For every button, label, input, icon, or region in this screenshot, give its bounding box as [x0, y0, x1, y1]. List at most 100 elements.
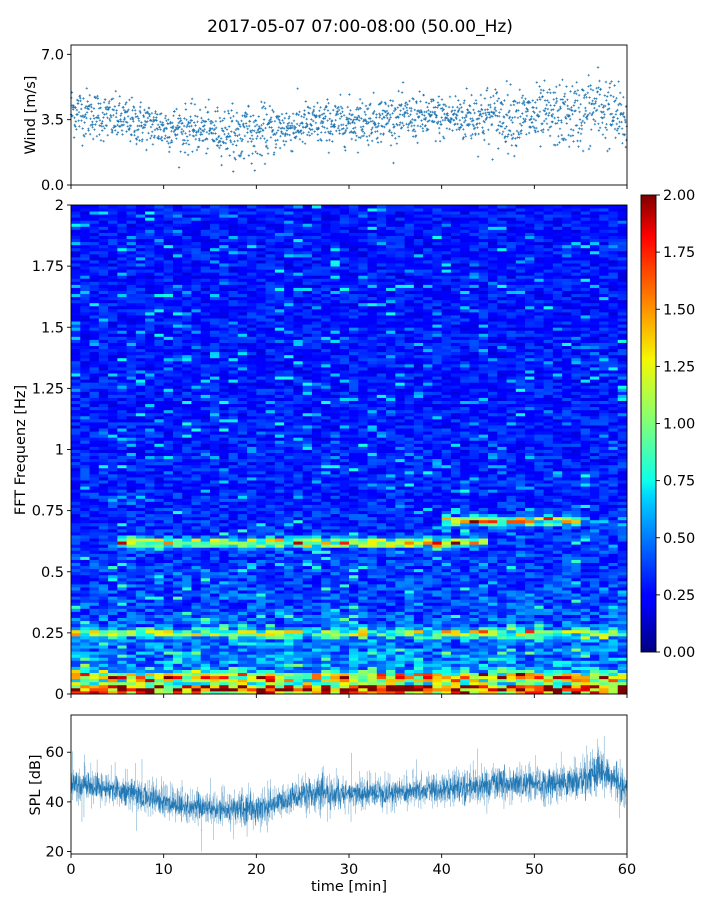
spectrogram-cell	[367, 599, 378, 603]
spectrogram-cell	[552, 467, 563, 472]
spectrogram-cell	[302, 455, 313, 460]
spectrogram-cell	[497, 467, 507, 472]
spectrogram-cell	[469, 620, 480, 625]
spectrogram-cell	[145, 599, 155, 603]
spectrogram-cell	[367, 663, 378, 667]
spectrogram-cell	[413, 611, 424, 615]
spectrogram-cell	[163, 486, 174, 490]
spectrogram-cell	[562, 492, 572, 496]
spectrogram-cell	[210, 535, 220, 539]
spectrogram-cell	[423, 492, 433, 496]
spectrogram-cell	[386, 635, 396, 640]
spectrogram-cell	[413, 629, 424, 634]
spectrogram-cell	[172, 565, 183, 570]
spectrogram-cell	[182, 562, 192, 567]
y-tick-label: 7.0	[41, 47, 64, 63]
spectrogram-cell	[191, 666, 202, 670]
spectrogram-cell	[126, 590, 137, 594]
spectrogram-cell	[395, 522, 405, 527]
spectrogram-cell	[200, 675, 211, 680]
spectrogram-cell	[108, 525, 118, 530]
spectrogram-cell	[302, 684, 313, 689]
spectrogram-cell	[617, 632, 628, 637]
spectrogram-cell	[98, 617, 109, 622]
spectrogram-cell	[413, 596, 424, 600]
spectrogram-cell	[515, 547, 526, 551]
spectrogram-cell	[413, 635, 424, 640]
spectrogram-cell	[450, 632, 461, 637]
spectrogram-cell	[80, 525, 90, 530]
spectrogram-cell	[525, 623, 535, 628]
spectrogram-cell	[506, 495, 517, 499]
spectrogram-cell	[599, 678, 609, 683]
spectrogram-cell	[589, 626, 600, 631]
spectrogram-cell	[580, 617, 591, 622]
spectrogram-cell	[247, 443, 257, 447]
spectrogram-cell	[228, 596, 239, 600]
spectrogram-cell	[497, 608, 507, 612]
spectrogram-cell	[265, 513, 276, 518]
spectrogram-cell	[163, 654, 174, 658]
spectrogram-cell	[450, 443, 461, 447]
spectrogram-cell	[247, 470, 257, 475]
spectrogram-cell	[191, 626, 202, 631]
spectrogram-cell	[580, 583, 591, 588]
spectrogram-cell	[404, 648, 415, 652]
spectrogram-cell	[580, 477, 591, 481]
spectrogram-cell	[154, 638, 165, 643]
spectrogram-cell	[126, 635, 137, 640]
spectrogram-cell	[506, 550, 517, 554]
spectrogram-cell	[506, 605, 517, 609]
spectrogram-cell	[423, 663, 433, 667]
spectrogram-cell	[589, 498, 600, 502]
spectrogram-cell	[219, 602, 229, 606]
spectrogram-cell	[256, 473, 266, 478]
spectrogram-cell	[200, 617, 211, 622]
spectrogram-cell	[478, 681, 489, 686]
spectrogram-cell	[274, 574, 285, 579]
spectrogram-cell	[135, 495, 146, 499]
spectrogram-cell	[237, 492, 248, 496]
spectrogram-cell	[89, 522, 100, 527]
spectrogram-cell	[358, 629, 368, 634]
spectrogram-cell	[441, 443, 452, 447]
spectrogram-cell	[274, 602, 285, 606]
spectrogram-cell	[543, 467, 554, 472]
spectrogram-cell	[571, 614, 582, 618]
spectrogram-cell	[330, 687, 341, 692]
spectrogram-cell	[80, 532, 90, 536]
spectrogram-cell	[571, 513, 582, 518]
spectrogram-cell	[228, 489, 239, 493]
spectrogram-cell	[589, 480, 600, 484]
spectrogram-cell	[89, 513, 100, 518]
spectrogram-cell	[367, 605, 378, 609]
spectrogram-cell	[571, 556, 582, 560]
spectrogram-cell	[191, 443, 202, 447]
spectrogram-cell	[450, 449, 461, 453]
spectrogram-cell	[154, 492, 165, 496]
spectrogram-cell	[376, 580, 387, 585]
spectrogram-cell	[135, 528, 146, 533]
spectrogram-cell	[265, 522, 276, 527]
spectrogram-cell	[330, 690, 341, 695]
spectrogram-cell	[488, 651, 498, 655]
spectrogram-cell	[182, 556, 192, 560]
spectrogram-cell	[311, 651, 322, 655]
spectrogram-cell	[274, 605, 285, 609]
spectrogram-cell	[589, 443, 600, 447]
spectrogram-cell	[163, 492, 174, 496]
spectrogram-cell	[182, 675, 192, 680]
spectrogram-cell	[163, 638, 174, 643]
spectrogram-cell	[182, 455, 192, 460]
spectrogram-cell	[432, 458, 443, 463]
spectrogram-cell	[274, 681, 285, 686]
spectrogram-cell	[580, 666, 591, 670]
spectrogram-cell	[98, 464, 109, 469]
spectrogram-cell	[98, 614, 109, 618]
spectrogram-cell	[478, 654, 489, 658]
spectrogram-cell	[562, 657, 572, 661]
spectrogram-cell	[580, 492, 591, 496]
spectrogram-cell	[413, 617, 424, 622]
spectrogram-cell	[506, 648, 517, 652]
spectrogram-cell	[80, 632, 90, 637]
